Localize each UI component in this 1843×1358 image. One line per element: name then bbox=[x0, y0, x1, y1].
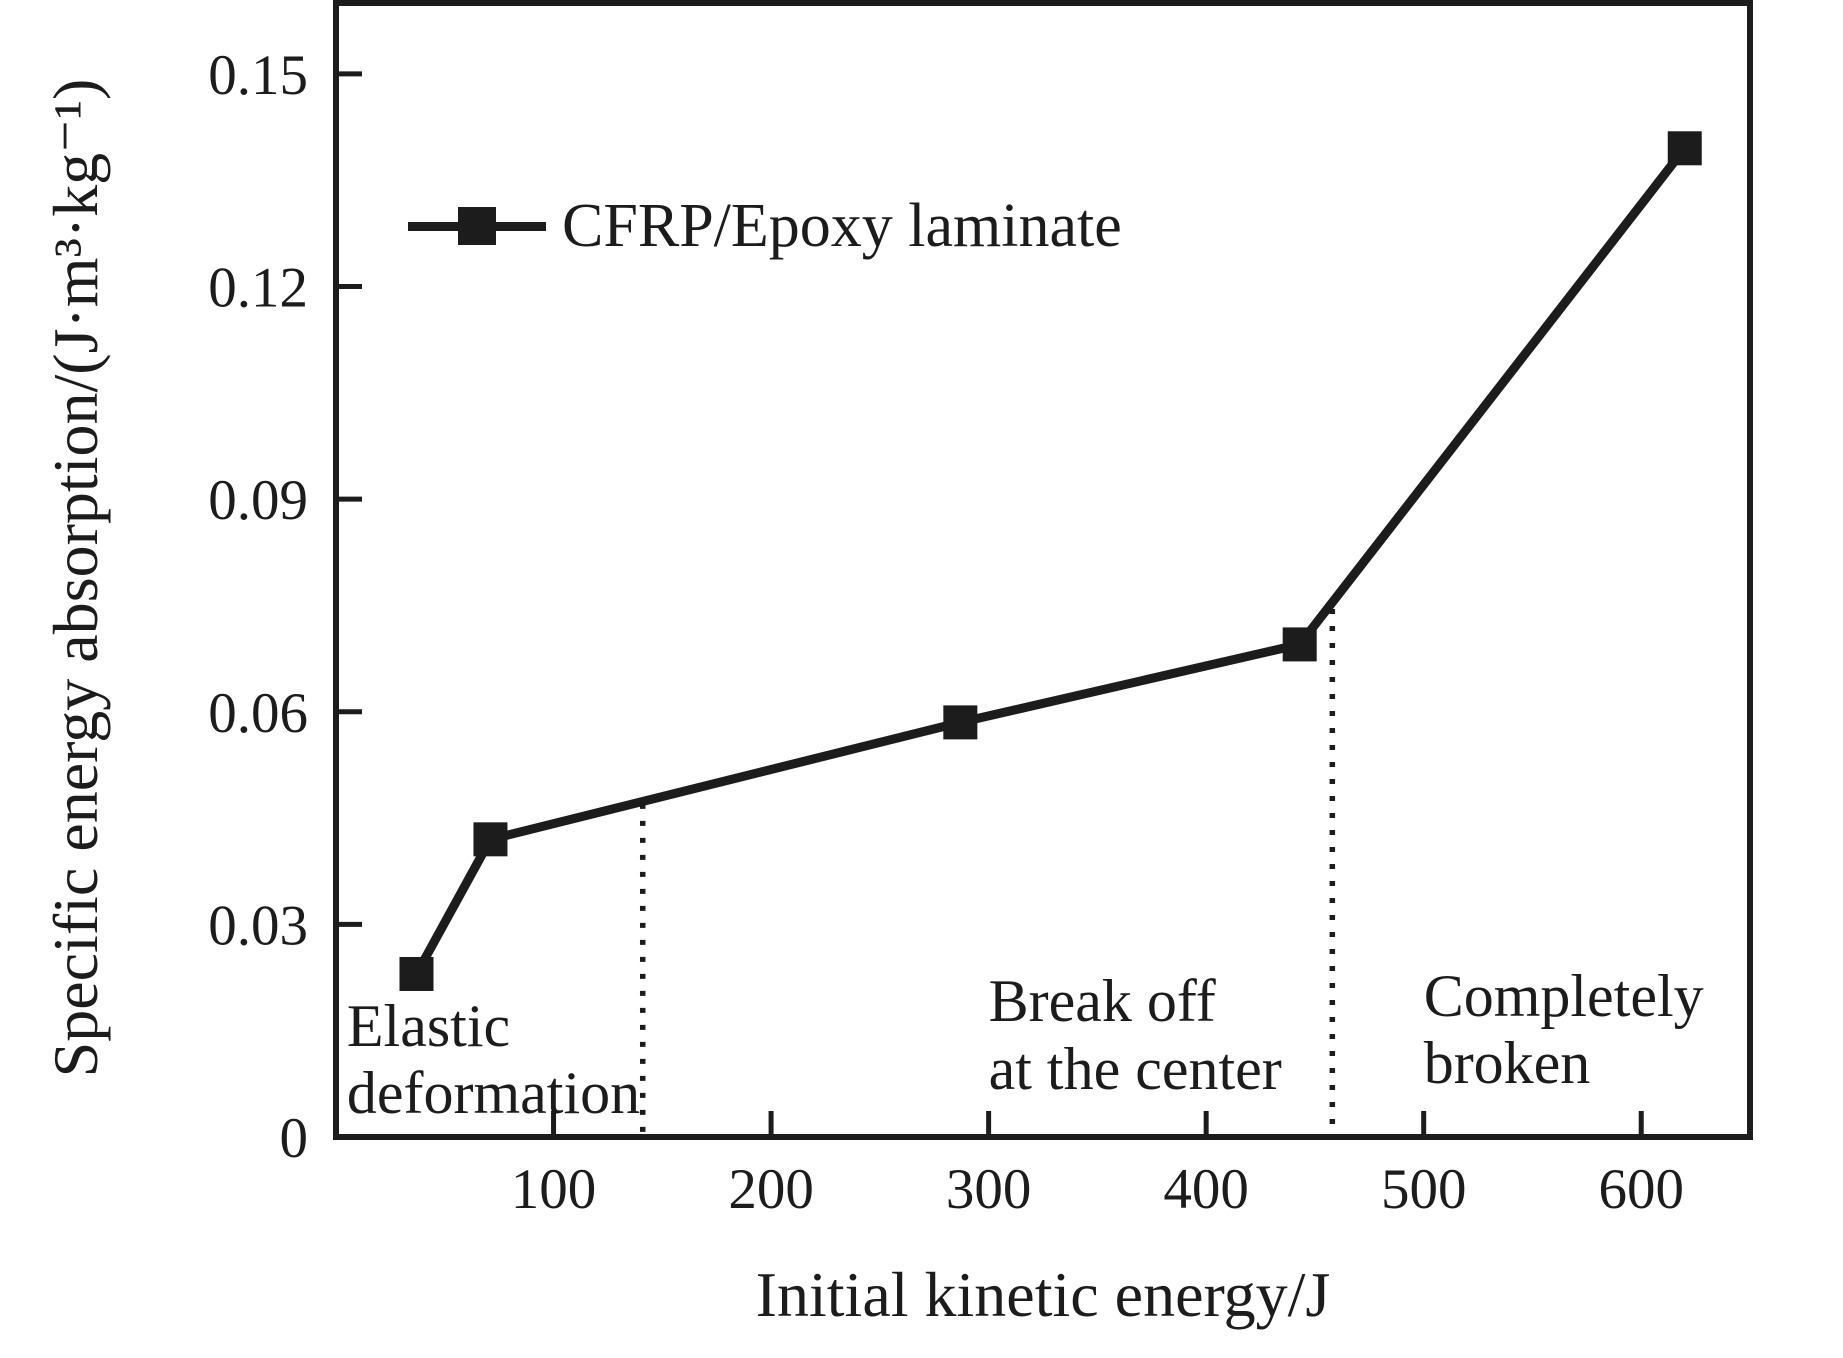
y-tick-label: 0.03 bbox=[208, 894, 308, 957]
annotation-break-off-at-center: Break off at the center bbox=[988, 968, 1282, 1102]
data-point-marker bbox=[399, 956, 434, 991]
data-point-marker bbox=[1282, 627, 1317, 662]
series-group bbox=[399, 131, 1702, 991]
series-line bbox=[412, 145, 1689, 977]
x-tick-label: 600 bbox=[1598, 1158, 1684, 1221]
y-tick-label: 0.06 bbox=[208, 682, 308, 745]
legend-square-marker-icon bbox=[458, 207, 496, 245]
data-point-marker bbox=[943, 705, 978, 740]
legend-series-label: CFRP/Epoxy laminate bbox=[562, 191, 1122, 260]
legend-line-sample bbox=[408, 207, 546, 245]
y-tick-label: 0.09 bbox=[208, 469, 308, 532]
x-tick-label: 300 bbox=[946, 1158, 1032, 1221]
x-tick-label: 400 bbox=[1163, 1158, 1249, 1221]
annotation-completely-broken: Completely broken bbox=[1423, 962, 1704, 1096]
region-boundaries-group bbox=[639, 608, 1336, 1137]
plot-frame bbox=[333, 0, 1753, 1140]
annotation-elastic-deformation: Elastic deformation bbox=[346, 993, 641, 1127]
y-axis-title: Specific energy absorption/(J·m³·kg⁻¹) bbox=[40, 78, 111, 1078]
y-tick-label: 0.15 bbox=[208, 44, 308, 107]
y-tick-label: 0 bbox=[280, 1107, 309, 1170]
x-axis-title: Initial kinetic energy/J bbox=[755, 1259, 1331, 1330]
x-tick-label: 200 bbox=[728, 1158, 814, 1221]
legend: CFRP/Epoxy laminate bbox=[408, 192, 1122, 260]
data-point-marker bbox=[1667, 131, 1702, 166]
x-tick-label: 100 bbox=[511, 1158, 597, 1221]
data-point-marker bbox=[473, 822, 508, 857]
ticks-group: 100 200 300 400 500 600 0 0.03 0.06 0.09 0.12 0.15 bbox=[208, 44, 1684, 1221]
x-tick-label: 500 bbox=[1381, 1158, 1467, 1221]
y-tick-label: 0.12 bbox=[208, 257, 308, 320]
